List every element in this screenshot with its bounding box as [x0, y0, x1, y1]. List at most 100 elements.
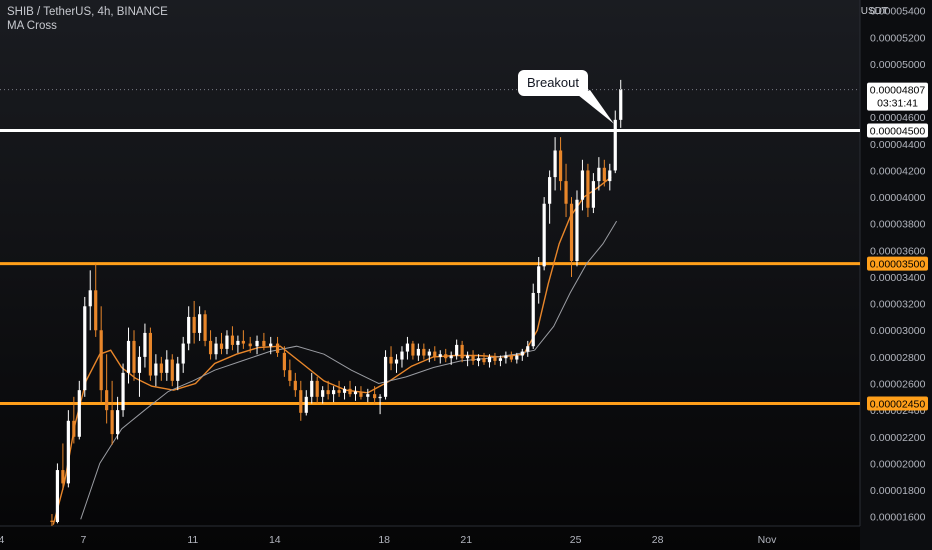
- price-tick-label: 0.00005200: [870, 32, 926, 44]
- candle-body: [509, 355, 513, 360]
- candle-body: [219, 343, 224, 349]
- annotation-pointer: [578, 90, 614, 124]
- candle-body: [411, 343, 415, 356]
- ma-line-fast: [52, 176, 612, 525]
- candle-body: [383, 356, 388, 397]
- candle-body: [558, 150, 563, 182]
- time-tick-label: 25: [570, 534, 582, 546]
- candle-body: [569, 203, 574, 262]
- symbol-title[interactable]: SHIB / TetherUS, 4h, BINANCE: [7, 6, 168, 18]
- candle-body: [608, 170, 612, 182]
- price-tick-label: 0.00005400: [870, 6, 926, 18]
- candlesticks: [50, 79, 623, 526]
- candle-countdown: 03:31:41: [877, 98, 918, 110]
- candle-body: [613, 119, 617, 171]
- candle-body: [88, 290, 92, 307]
- candle-body: [444, 354, 448, 359]
- time-tick-label: 21: [460, 534, 472, 546]
- candle-body: [181, 343, 185, 364]
- last-price-tag[interactable]: [867, 82, 928, 111]
- price-tick-label: 0.00005000: [870, 59, 926, 71]
- candle-body: [504, 355, 508, 359]
- price-tick-label: 0.00004600: [870, 112, 926, 124]
- candle-body: [310, 380, 314, 397]
- candle-body: [230, 335, 235, 345]
- candle-body: [405, 343, 410, 352]
- ma-line-slow: [80, 220, 618, 520]
- candle-body: [275, 343, 280, 353]
- candle-body: [455, 344, 459, 356]
- candle-body: [154, 363, 158, 376]
- candle-body: [332, 390, 336, 395]
- candle-body: [366, 394, 370, 397]
- time-tick-label: 4: [0, 534, 4, 546]
- candle-body: [342, 388, 347, 393]
- candle-body: [520, 351, 524, 356]
- candle-body: [471, 355, 475, 361]
- level-price-label: 0.00003500: [870, 259, 926, 271]
- time-axis-ticks: 4 7 11 14 18 21 25 28 Nov: [0, 534, 777, 546]
- candle-body: [165, 359, 169, 373]
- candle-body: [203, 314, 207, 341]
- price-tick-label: 0.00003800: [870, 219, 926, 231]
- candle-body: [110, 410, 114, 435]
- candle-body: [465, 355, 470, 359]
- candle-body: [526, 346, 530, 352]
- candle-body: [241, 340, 245, 344]
- price-tick-label: 0.00002800: [870, 352, 926, 364]
- candle-body: [148, 332, 152, 376]
- candle-body: [378, 396, 382, 399]
- candle-body: [105, 390, 109, 411]
- candle-body: [304, 396, 308, 413]
- candle-body: [159, 363, 163, 373]
- candle-body: [433, 351, 437, 357]
- candle-body: [236, 340, 240, 345]
- candle-body: [427, 351, 431, 356]
- candle-body: [416, 348, 420, 356]
- candle-body: [373, 394, 377, 399]
- price-tick-label: 0.00001600: [870, 512, 926, 524]
- candle-body: [282, 352, 286, 371]
- candle-body: [394, 359, 399, 364]
- candle-body: [493, 356, 497, 361]
- price-tick-label: 0.00002000: [870, 458, 926, 470]
- candle-body: [255, 340, 259, 347]
- candle-body: [115, 410, 120, 435]
- level-price-tag: [867, 396, 928, 411]
- price-tick-label: 0.00003200: [870, 299, 926, 311]
- time-tick-label: Nov: [758, 534, 777, 546]
- candle-body: [326, 390, 330, 395]
- candle-body: [187, 316, 191, 344]
- candle-body: [460, 344, 464, 359]
- indicator-label[interactable]: MA Cross: [7, 20, 57, 32]
- time-tick-label: 18: [378, 534, 390, 546]
- price-tick-label: 0.00003000: [870, 325, 926, 337]
- breakout-annotation[interactable]: Breakout: [518, 70, 588, 96]
- level-price-tag: [867, 123, 928, 138]
- candle-body: [591, 181, 595, 208]
- candle-body: [337, 390, 341, 393]
- price-axis-currency[interactable]: USDT: [860, 6, 888, 17]
- candle-body: [359, 391, 363, 397]
- candle-body: [482, 358, 486, 363]
- candle-body: [602, 167, 606, 182]
- candle-body: [575, 199, 579, 262]
- candle-body: [214, 343, 218, 355]
- candle-body: [83, 306, 87, 391]
- candle-body: [248, 343, 252, 347]
- candle-body: [121, 372, 125, 411]
- moving-average-lines: [52, 176, 618, 525]
- candle-body: [299, 390, 303, 413]
- last-price-label: 0.00004807: [870, 85, 926, 97]
- price-tick-label: 0.00004400: [870, 139, 926, 151]
- candle-body: [99, 330, 103, 391]
- price-tick-label: 0.00002200: [870, 432, 926, 444]
- candle-body: [50, 520, 54, 523]
- candle-body: [198, 314, 202, 333]
- candle-body: [170, 359, 174, 381]
- candle-body: [537, 266, 541, 293]
- candle-body: [580, 170, 585, 200]
- candle-body: [225, 335, 229, 349]
- price-tick-label: 0.00002600: [870, 379, 926, 391]
